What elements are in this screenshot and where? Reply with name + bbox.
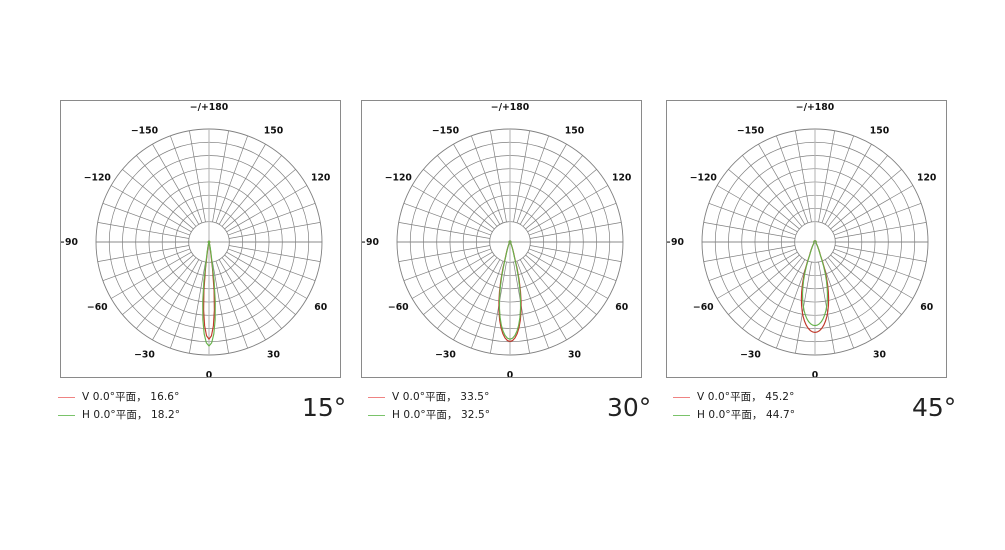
svg-text:−/+180: −/+180 [190, 102, 229, 113]
svg-text:60: 60 [615, 302, 628, 313]
legend-swatch-h-icon [368, 414, 385, 416]
legend-swatch-v-icon [58, 396, 75, 398]
svg-text:−60: −60 [87, 302, 108, 313]
svg-text:−120: −120 [385, 173, 413, 184]
legend-label-v: V 0.0°平面， 45.2° [697, 390, 795, 403]
svg-text:−90: −90 [362, 237, 380, 248]
beam-angle-label-15: 15° [302, 393, 347, 422]
legend-45: V 0.0°平面， 45.2° H 0.0°平面， 44.7° [673, 388, 913, 424]
svg-text:−90: −90 [667, 237, 685, 248]
legend-item-v: V 0.0°平面， 16.6° [58, 388, 298, 406]
svg-text:30: 30 [267, 349, 280, 360]
svg-text:−30: −30 [740, 349, 761, 360]
legend-item-h: H 0.0°平面， 18.2° [58, 406, 298, 424]
svg-text:−30: −30 [435, 349, 456, 360]
svg-text:−60: −60 [693, 302, 714, 313]
legend-30: V 0.0°平面， 33.5° H 0.0°平面， 32.5° [368, 388, 608, 424]
legend-label-h: H 0.0°平面， 32.5° [392, 408, 491, 421]
legend-15: V 0.0°平面， 16.6° H 0.0°平面， 18.2° [58, 388, 298, 424]
legend-item-h: H 0.0°平面， 32.5° [368, 406, 608, 424]
svg-text:0: 0 [206, 370, 213, 377]
legend-item-h: H 0.0°平面， 44.7° [673, 406, 913, 424]
legend-label-h: H 0.0°平面， 18.2° [82, 408, 181, 421]
svg-text:−150: −150 [737, 126, 765, 137]
svg-text:30: 30 [568, 349, 581, 360]
legend-label-h: H 0.0°平面， 44.7° [697, 408, 796, 421]
svg-text:60: 60 [920, 302, 933, 313]
svg-text:−/+180: −/+180 [491, 102, 530, 113]
svg-text:150: 150 [870, 126, 890, 137]
legend-item-v: V 0.0°平面， 33.5° [368, 388, 608, 406]
svg-text:0: 0 [507, 370, 514, 377]
svg-text:−30: −30 [134, 349, 155, 360]
svg-text:−150: −150 [432, 126, 460, 137]
svg-text:−120: −120 [690, 173, 718, 184]
svg-text:120: 120 [311, 173, 331, 184]
legend-label-v: V 0.0°平面， 16.6° [82, 390, 180, 403]
svg-text:150: 150 [565, 126, 585, 137]
legend-swatch-v-icon [368, 396, 385, 398]
svg-text:0: 0 [812, 370, 819, 377]
legend-swatch-h-icon [58, 414, 75, 416]
legend-item-v: V 0.0°平面， 45.2° [673, 388, 913, 406]
svg-text:−90: −90 [61, 237, 79, 248]
svg-text:−120: −120 [84, 173, 112, 184]
beam-angle-label-30: 30° [607, 393, 652, 422]
svg-text:−60: −60 [388, 302, 409, 313]
beam-angle-label-45: 45° [912, 393, 957, 422]
legend-label-v: V 0.0°平面， 33.5° [392, 390, 490, 403]
svg-text:−150: −150 [131, 126, 159, 137]
svg-text:120: 120 [917, 173, 937, 184]
svg-text:60: 60 [314, 302, 327, 313]
legend-swatch-h-icon [673, 414, 690, 416]
legend-swatch-v-icon [673, 396, 690, 398]
svg-text:30: 30 [873, 349, 886, 360]
svg-text:−/+180: −/+180 [796, 102, 835, 113]
svg-text:150: 150 [264, 126, 284, 137]
svg-text:120: 120 [612, 173, 632, 184]
